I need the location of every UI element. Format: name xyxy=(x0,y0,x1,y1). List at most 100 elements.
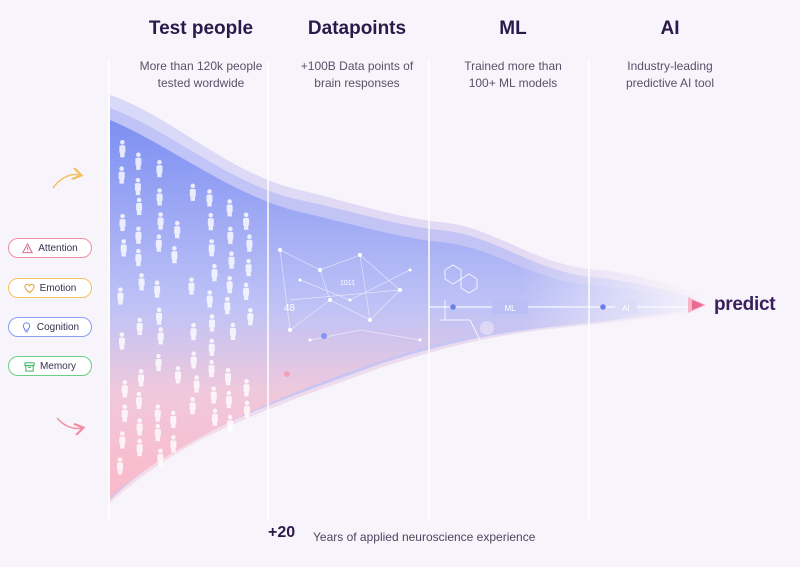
pill-label: Emotion xyxy=(39,282,77,294)
pill-label: Attention xyxy=(38,242,78,254)
stage-desc-line: +100B Data points of xyxy=(300,59,414,73)
person-icon xyxy=(157,327,164,345)
person-icon xyxy=(246,234,253,252)
datapoint-dot xyxy=(284,371,290,377)
pill-attention: Attention xyxy=(8,238,92,258)
person-icon xyxy=(211,263,218,282)
ml-label-bg xyxy=(492,300,528,314)
stage-desc-datapoints: +100B Data points of brain responses xyxy=(277,58,437,92)
person-icon xyxy=(225,390,232,409)
person-icon xyxy=(119,139,126,158)
experience-years-text: Years of applied neuroscience experience xyxy=(313,530,536,544)
person-icon xyxy=(227,226,234,244)
datapoints-nodes xyxy=(278,248,422,342)
person-icon xyxy=(154,404,161,422)
predict-logo: predict xyxy=(686,294,776,316)
person-icon xyxy=(189,397,196,415)
stage-title-datapoints: Datapoints xyxy=(307,18,407,39)
incoming-arrow-icon xyxy=(52,175,80,189)
heart-icon xyxy=(24,283,35,293)
person-icon xyxy=(193,375,200,393)
ai-label-bg xyxy=(615,300,637,314)
person-icon xyxy=(135,248,142,267)
stage-desc-line: tested wordwide xyxy=(157,76,245,90)
person-icon xyxy=(157,448,164,466)
ml-bubble xyxy=(480,321,494,335)
stage-desc-line: More than 120k people xyxy=(139,59,263,73)
person-icon xyxy=(243,212,250,230)
person-icon xyxy=(206,189,213,207)
person-icon xyxy=(206,290,213,308)
person-icon xyxy=(157,212,164,230)
outgoing-arrow-icon xyxy=(56,417,82,428)
person-icon xyxy=(138,273,145,291)
funnel-main-body xyxy=(110,120,690,498)
person-icon xyxy=(229,322,236,340)
person-icon xyxy=(134,177,141,196)
person-icon xyxy=(208,338,215,356)
person-icon xyxy=(243,379,250,397)
stage-title-ai: AI xyxy=(660,18,680,39)
person-icon xyxy=(121,404,128,422)
person-icon xyxy=(208,239,215,257)
stage-desc-ai: Industry-leading predictive AI tool xyxy=(590,58,750,92)
ml-line-label: ML xyxy=(504,304,516,313)
stage-desc-line: Industry-leading xyxy=(627,59,713,73)
person-icon xyxy=(136,418,143,436)
pill-cognition: Cognition xyxy=(8,317,92,337)
person-icon xyxy=(118,166,125,184)
stage-desc-line: brain responses xyxy=(314,76,400,90)
person-icon xyxy=(226,275,233,294)
person-icon xyxy=(247,308,254,326)
person-icon xyxy=(227,414,234,433)
person-icon xyxy=(174,366,181,384)
person-icon xyxy=(210,386,217,404)
person-icon xyxy=(190,322,197,341)
person-icon xyxy=(154,423,161,442)
warning-triangle-icon xyxy=(22,242,34,253)
person-icon xyxy=(228,251,235,269)
stage-desc-line: predictive AI tool xyxy=(625,76,715,90)
person-icon xyxy=(119,213,126,232)
person-icon xyxy=(170,410,177,428)
people-figures xyxy=(117,139,254,475)
ai-node xyxy=(600,304,606,310)
person-icon xyxy=(208,359,215,378)
person-icon xyxy=(211,408,218,426)
person-icon xyxy=(155,234,162,252)
stage-title-ml: ML xyxy=(499,18,527,39)
person-icon xyxy=(156,188,163,206)
person-icon xyxy=(189,183,196,201)
lightbulb-icon xyxy=(22,321,31,332)
datapoint-dot xyxy=(321,333,327,339)
datapoints-binary: 1011 xyxy=(340,280,355,287)
person-icon xyxy=(120,239,127,257)
person-icon xyxy=(174,220,181,239)
person-icon xyxy=(154,280,161,298)
experience-years-number: +20 xyxy=(268,524,296,541)
stage-desc-line: 100+ ML models xyxy=(468,76,558,90)
ml-molecule-icon xyxy=(440,264,481,341)
person-icon xyxy=(156,159,163,178)
person-icon xyxy=(117,457,124,475)
person-icon xyxy=(136,197,143,215)
stage-desc-line: Trained more than xyxy=(464,59,562,73)
datapoints-count: 48 xyxy=(284,303,296,314)
stage-title-test-people: Test people xyxy=(148,18,254,39)
person-icon xyxy=(135,152,142,170)
play-triangle-icon xyxy=(688,297,706,313)
person-icon xyxy=(243,282,250,300)
person-icon xyxy=(156,307,163,325)
pill-label: Memory xyxy=(39,360,77,372)
person-icon xyxy=(224,296,231,315)
pill-emotion: Emotion xyxy=(8,278,92,298)
person-icon xyxy=(171,245,178,264)
stage-desc-ml: Trained more than 100+ ML models xyxy=(433,58,593,92)
person-icon xyxy=(188,277,195,295)
person-icon xyxy=(117,287,124,305)
person-icon xyxy=(170,435,177,453)
person-icon xyxy=(208,314,215,332)
person-icon xyxy=(207,212,214,231)
